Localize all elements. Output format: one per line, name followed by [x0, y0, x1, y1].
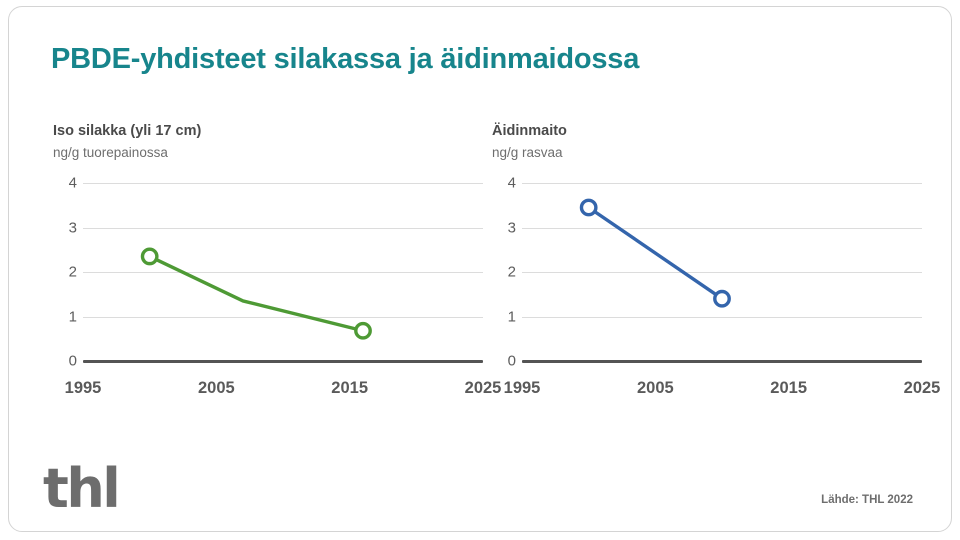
gridline: [83, 272, 483, 273]
gridline: [522, 227, 922, 229]
x-axis-line: [83, 360, 483, 363]
x-axis-tick-label: 1995: [64, 379, 102, 397]
x-axis-tick-label: 2015: [770, 379, 808, 397]
gridline: [522, 316, 922, 318]
chart-panel-iso-silakka: Iso silakka (yli 17 cm) ng/g tuorepainos…: [51, 123, 502, 423]
plot-area-right: 0 1 2 3 4 1995 2005 2015 2025: [490, 176, 941, 398]
page-title: PBDE-yhdisteet silakassa ja äidinmaidoss…: [51, 43, 640, 75]
y-axis-tick-label: 0: [68, 352, 77, 370]
chart-subtitle-right: ng/g rasvaa: [492, 145, 563, 160]
data-point-marker: [713, 289, 731, 308]
x-axis-tick-label: 1995: [503, 379, 541, 397]
y-axis-tick-label: 1: [507, 308, 516, 325]
gridline: [522, 183, 922, 184]
chart-title-right: Äidinmaito: [492, 123, 567, 139]
y-axis-tick-label: 1: [68, 308, 77, 325]
series-layer: [579, 198, 731, 308]
chart-title-left: Iso silakka (yli 17 cm): [53, 123, 202, 139]
series-line: [586, 205, 724, 301]
y-axis-tick-label: 4: [507, 174, 516, 192]
gridline: [83, 316, 483, 318]
data-point-marker: [354, 321, 372, 340]
y-axis-tick-label: 3: [68, 219, 77, 236]
x-axis-tick-label: 2015: [331, 379, 369, 397]
data-point-marker: [579, 198, 598, 217]
x-axis-tick-label: 2025: [464, 379, 502, 397]
y-axis-tick-label: 4: [68, 174, 77, 192]
x-axis-tick-label: 2025: [903, 379, 941, 397]
x-axis-tick-label: 2005: [197, 379, 235, 397]
figure-frame: PBDE-yhdisteet silakassa ja äidinmaidoss…: [8, 6, 952, 532]
x-axis-line: [522, 360, 922, 363]
chart-panel-aidinmaito: Äidinmaito ng/g rasvaa 0 1 2 3 4 1995 2005 2015…: [490, 123, 941, 423]
series-line: [147, 254, 365, 333]
source-note: Lähde: THL 2022: [821, 494, 913, 506]
series-layer: [140, 247, 372, 340]
y-axis-tick-label: 3: [507, 219, 516, 236]
plot-area-left: 0 1 2 3 4 1995 2005 2015 2025: [51, 176, 502, 398]
data-point-marker: [140, 247, 159, 266]
y-axis-tick-label: 2: [507, 263, 516, 281]
gridline: [83, 227, 483, 229]
gridline: [522, 272, 922, 273]
x-axis-tick-label: 2005: [636, 379, 674, 397]
y-axis-tick-label: 2: [68, 263, 77, 281]
y-axis-tick-label: 0: [507, 352, 516, 370]
thl-logo: thl: [43, 457, 121, 520]
chart-subtitle-left: ng/g tuorepainossa: [53, 145, 168, 160]
gridline: [83, 183, 483, 184]
